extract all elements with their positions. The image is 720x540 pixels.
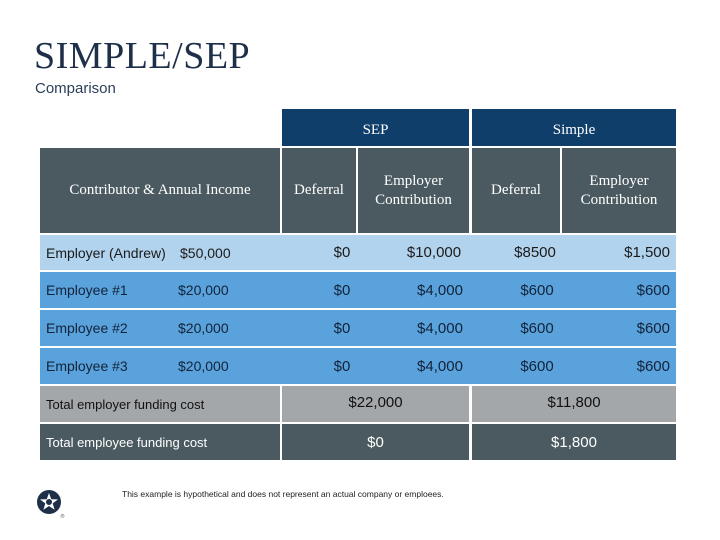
total-row-employee (40, 424, 280, 460)
col-header-sep-employer: Employer Contribution (358, 148, 469, 233)
row-sep-employer: $4,000 (417, 281, 463, 299)
group-header-sep-cell: SEP (282, 109, 469, 146)
row-income: $20,000 (178, 320, 229, 336)
row-sep-employer: $4,000 (417, 357, 463, 375)
row-sep-deferral: $0 (333, 244, 351, 261)
slide-title: SIMPLE/SEP (34, 35, 251, 77)
col-header-simple-deferral: Deferral (472, 148, 560, 233)
row-sep-employer: $10,000 (406, 244, 462, 261)
table-row (40, 235, 676, 270)
row-simple-deferral: $600 (520, 281, 554, 299)
row-sep-deferral: $0 (333, 357, 351, 375)
row-simple-employer: $600 (636, 319, 670, 337)
col-header-contributor: Contributor & Annual Income (40, 148, 280, 233)
group-header-simple: Simple (552, 122, 596, 138)
total-simple-employee-cell (472, 424, 676, 460)
row-name: Employee #3 (46, 358, 128, 374)
svg-text:®: ® (60, 513, 65, 519)
table-row (40, 310, 676, 346)
total-sep-employee-cell (282, 424, 469, 460)
row-sep-employer: $4,000 (417, 319, 463, 337)
row-simple-deferral: $600 (520, 319, 554, 337)
total-sep-employer-cell (282, 386, 469, 422)
total-row-employer (40, 386, 280, 422)
row-income: $50,000 (180, 244, 231, 261)
total-simple-employer-cell (472, 386, 676, 422)
row-simple-deferral: $8500 (514, 244, 556, 261)
row-name: Employee #2 (46, 320, 128, 336)
row-simple-employer: $1,500 (624, 244, 670, 261)
row-simple-employer: $600 (636, 357, 670, 375)
total-label: Total employee funding cost (46, 434, 208, 450)
row-name: Employer (Andrew) (46, 244, 166, 261)
total-label: Total employer funding cost (46, 396, 205, 412)
row-income: $20,000 (178, 358, 229, 374)
total-simple-value: $1,800 (551, 433, 597, 451)
row-sep-deferral: $0 (333, 319, 351, 337)
col-header-sep-deferral: Deferral (282, 148, 356, 233)
total-simple-value: $11,800 (547, 393, 601, 411)
row-income: $20,000 (178, 282, 229, 298)
col-header-simple-employer: Employer Contribution (562, 148, 676, 233)
row-simple-employer: $600 (636, 281, 670, 299)
group-header-sep: SEP (362, 122, 389, 138)
slide-subtitle: Comparison (35, 80, 116, 97)
total-sep-value: $22,000 (348, 393, 403, 411)
star-badge-icon: ® (36, 489, 66, 520)
disclaimer-text: This example is hypothetical and does no… (122, 489, 444, 499)
table-row (40, 348, 676, 384)
row-simple-deferral: $600 (520, 357, 554, 375)
table-row (40, 272, 676, 308)
group-header-simple-cell: Simple (472, 109, 676, 146)
row-sep-deferral: $0 (333, 281, 351, 299)
total-sep-value: $0 (367, 433, 384, 451)
row-name: Employee #1 (46, 282, 128, 298)
